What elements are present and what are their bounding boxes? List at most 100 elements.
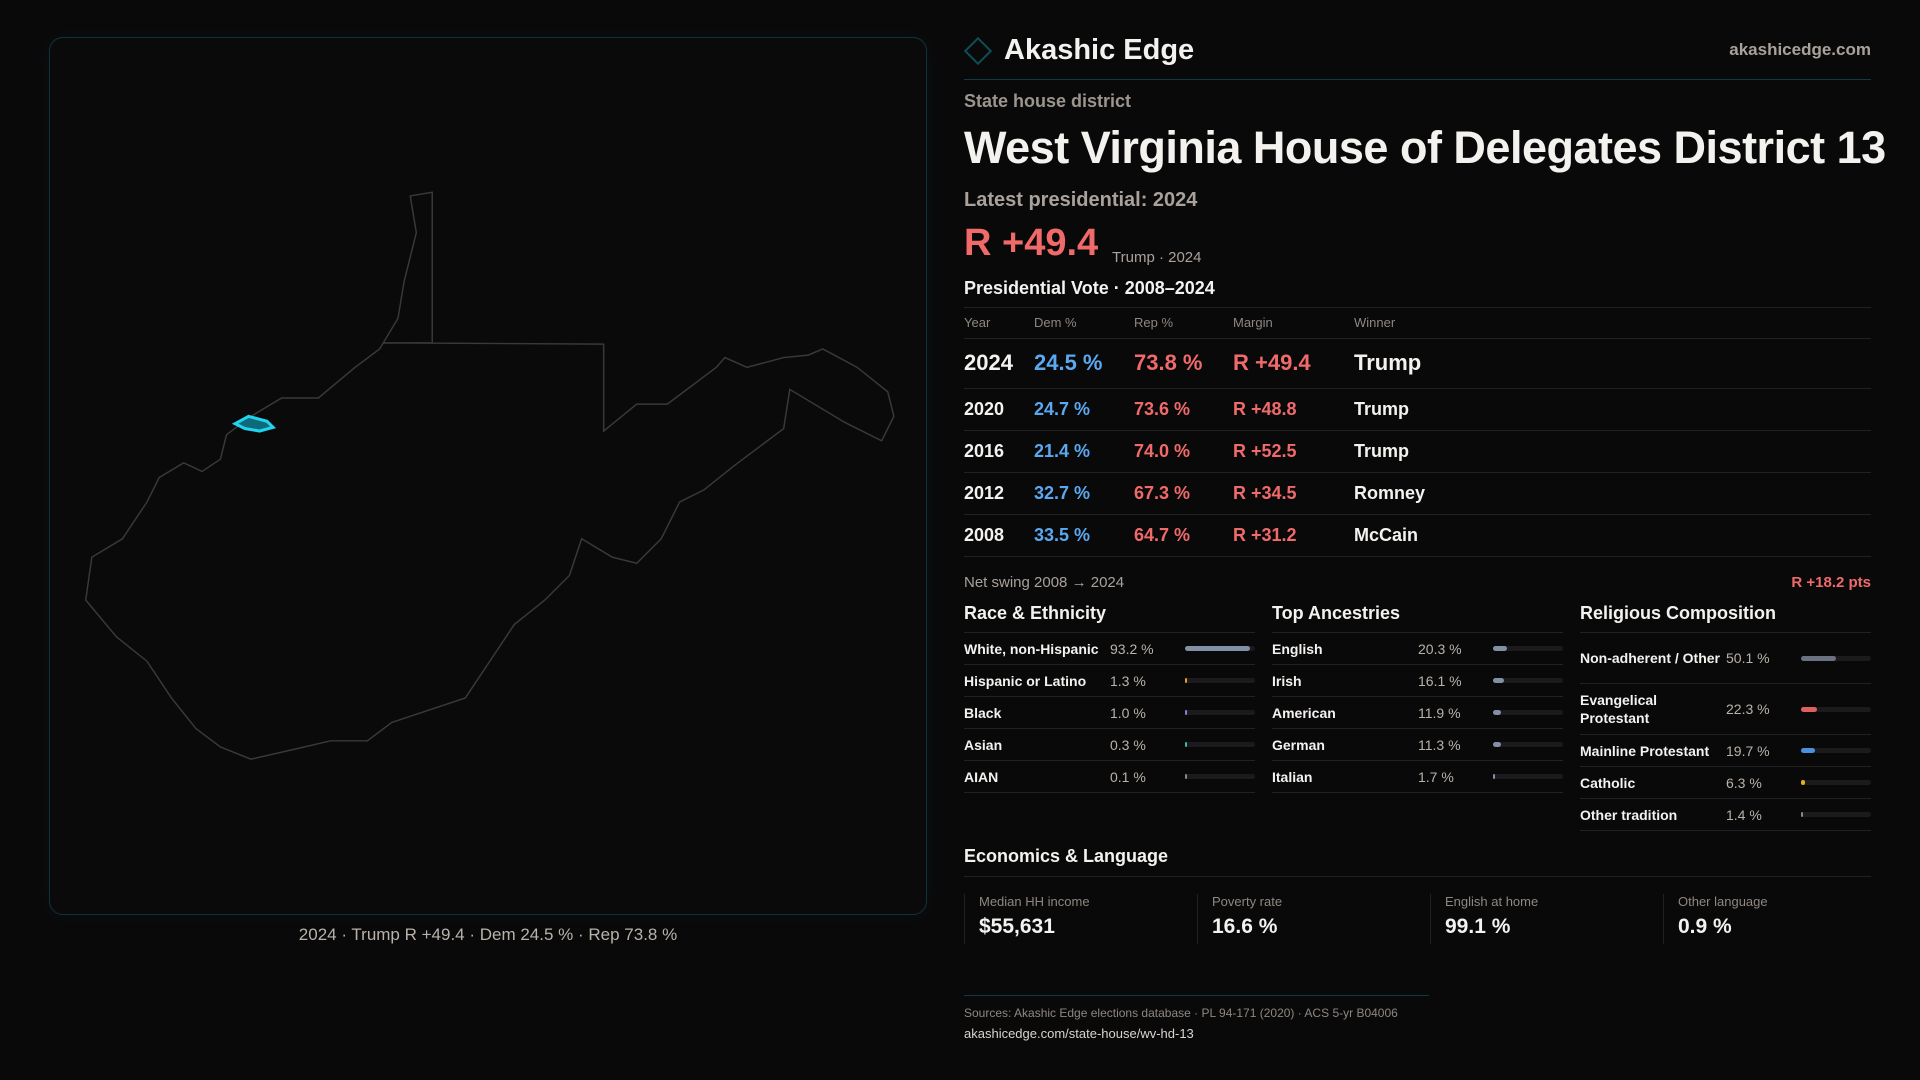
item-bar (1493, 646, 1563, 651)
item-label: White, non-Hispanic (964, 640, 1099, 657)
bar-fill (1493, 742, 1501, 747)
item-label: Non-adherent / Other (1580, 650, 1721, 666)
cell-year: 2024 (964, 338, 1034, 389)
cell-dem: 24.5 % (1034, 338, 1134, 389)
table-row: 2020 24.7 % 73.6 % R +48.8 Trump (964, 388, 1871, 431)
item-bar (1801, 706, 1871, 712)
bar-fill (1185, 646, 1251, 651)
section-title: Race & Ethnicity (964, 603, 1255, 633)
item-value: 11.9 % (1418, 704, 1461, 721)
bar-fill (1801, 655, 1837, 661)
item-value: 1.3 % (1110, 672, 1146, 689)
col-dem: Dem % (1034, 308, 1134, 339)
cell-winner: McCain (1354, 514, 1871, 557)
item-bar (1493, 774, 1563, 779)
item-bar (1801, 655, 1871, 661)
list-item: Irish 16.1 % (1272, 665, 1563, 697)
race-section: Race & Ethnicity White, non-Hispanic 93.2 … (964, 603, 1255, 793)
brand-logo[interactable]: Akashic Edge (963, 34, 1195, 67)
religion-section: Religious Composition Non-adherent / Othe… (1580, 603, 1871, 831)
latest-margin: R +49.4 (964, 222, 1099, 264)
page-title: West Virginia House of Delegates Distric… (964, 122, 1886, 173)
cell-margin: R +49.4 (1233, 338, 1354, 389)
swing-value: R +18.2 pts (1791, 574, 1871, 591)
list-item: English 20.3 % (1272, 633, 1563, 665)
divider (964, 995, 1429, 996)
map-panel[interactable] (49, 37, 927, 915)
item-value: 20.3 % (1418, 640, 1462, 657)
item-value: 1.0 % (1110, 704, 1146, 721)
item-bar (1185, 742, 1255, 747)
bar-fill (1185, 710, 1187, 715)
item-value: 0.3 % (1110, 736, 1146, 753)
sources: Sources: Akashic Edge elections database… (964, 1006, 1398, 1020)
cell-margin: R +31.2 (1233, 514, 1354, 557)
bar-fill (1801, 748, 1815, 753)
ancestry-section: Top Ancestries English 20.3 % Irish 16.1 % Am… (1272, 603, 1563, 793)
item-label: AIAN (964, 768, 999, 785)
vote-table: Year Dem % Rep % Margin Winner 2024 24.5 … (964, 308, 1871, 557)
item-bar (1801, 812, 1871, 817)
col-winner: Winner (1354, 308, 1871, 339)
stat-card: Other language 0.9 % (1663, 894, 1896, 944)
list-item: Asian 0.3 % (964, 729, 1255, 761)
list-item: White, non-Hispanic 93.2 % (964, 633, 1255, 665)
cell-rep: 64.7 % (1134, 514, 1233, 557)
bar-fill (1801, 780, 1806, 785)
divider (964, 307, 1871, 308)
cell-winner: Trump (1354, 430, 1871, 473)
bar-fill (1185, 742, 1187, 747)
bar-fill (1493, 646, 1508, 651)
item-label: Asian (964, 736, 1003, 753)
item-label: Hispanic or Latino (964, 672, 1087, 689)
page-url[interactable]: akashicedge.com/state-house/wv-hd-13 (964, 1026, 1194, 1041)
list-item: Hispanic or Latino 1.3 % (964, 665, 1255, 697)
list-item: Non-adherent / Other 50.1 % (1580, 633, 1871, 684)
bar-fill (1493, 710, 1502, 715)
site-link[interactable]: akashicedge.com (1729, 40, 1871, 59)
cell-margin: R +48.8 (1233, 388, 1354, 431)
item-label: English (1272, 640, 1323, 657)
list-item: Other tradition 1.4 % (1580, 799, 1871, 831)
kicker: State house district (964, 91, 1132, 111)
divider (964, 79, 1871, 80)
econ-title: Economics & Language (964, 846, 1169, 866)
item-bar (1185, 774, 1255, 779)
cell-rep: 73.6 % (1134, 388, 1233, 431)
item-value: 16.1 % (1418, 672, 1462, 689)
item-value: 6.3 % (1726, 774, 1762, 791)
cell-margin: R +52.5 (1233, 430, 1354, 473)
swing-label: Net swing 2008 → 2024 (964, 574, 1125, 591)
col-year: Year (964, 308, 1034, 339)
item-value: 19.7 % (1726, 742, 1770, 759)
item-value: 93.2 % (1110, 640, 1154, 657)
item-bar (1185, 646, 1255, 651)
cell-rep: 73.8 % (1134, 338, 1233, 389)
cell-dem: 33.5 % (1034, 514, 1134, 557)
section-title: Top Ancestries (1272, 603, 1563, 633)
stat-label: English at home (1445, 894, 1539, 909)
stat-value: 0.9 % (1678, 915, 1732, 938)
table-row: 2008 33.5 % 64.7 % R +31.2 McCain (964, 514, 1871, 557)
cell-rep: 67.3 % (1134, 472, 1233, 515)
item-value: 50.1 % (1726, 650, 1770, 666)
cell-winner: Trump (1354, 388, 1871, 431)
cell-year: 2008 (964, 514, 1034, 557)
list-item: Catholic 6.3 % (1580, 767, 1871, 799)
cell-year: 2012 (964, 472, 1034, 515)
list-item: Black 1.0 % (964, 697, 1255, 729)
stat-value: $55,631 (979, 915, 1055, 938)
bar-fill (1185, 678, 1187, 683)
brand-name: Akashic Edge (1004, 34, 1195, 66)
item-label: Evangelical Protestant (1580, 692, 1658, 726)
latest-label: Latest presidential: 2024 (964, 189, 1198, 211)
table-row: 2024 24.5 % 73.8 % R +49.4 Trump (964, 338, 1871, 389)
item-bar (1493, 742, 1563, 747)
item-bar (1493, 710, 1563, 715)
table-row: 2016 21.4 % 74.0 % R +52.5 Trump (964, 430, 1871, 473)
divider (964, 876, 1871, 877)
cell-dem: 32.7 % (1034, 472, 1134, 515)
item-bar (1185, 710, 1255, 715)
stat-card: English at home 99.1 % (1430, 894, 1663, 944)
bar-fill (1185, 774, 1187, 779)
